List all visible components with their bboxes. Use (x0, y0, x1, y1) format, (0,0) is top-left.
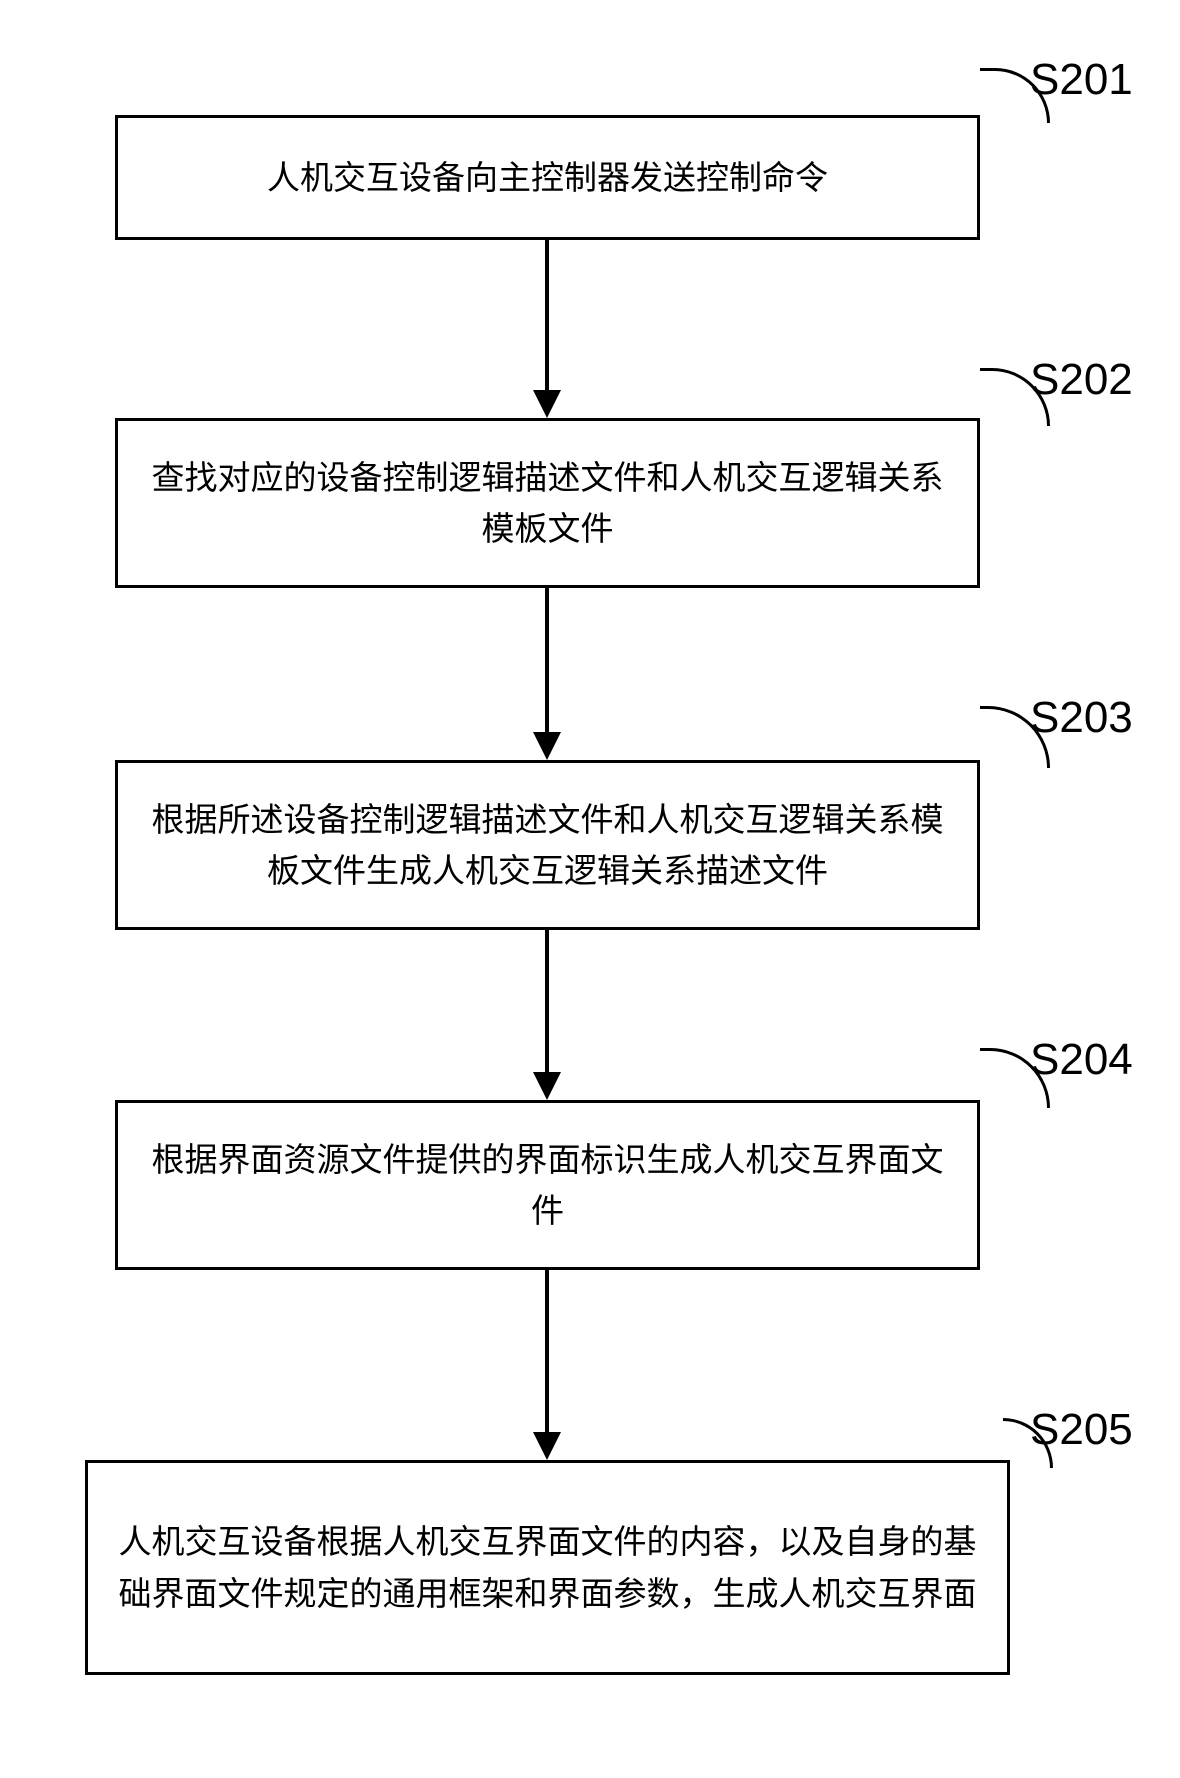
edge-s203-s204 (545, 930, 549, 1075)
step-s202: 查找对应的设备控制逻辑描述文件和人机交互逻辑关系模板文件 (115, 418, 980, 588)
arrowhead-s204-s205 (533, 1432, 561, 1460)
edge-s201-s202 (545, 240, 549, 393)
arrowhead-s203-s204 (533, 1072, 561, 1100)
edge-s204-s205 (545, 1270, 549, 1435)
step-s205: 人机交互设备根据人机交互界面文件的内容，以及自身的基础界面文件规定的通用框架和界… (85, 1460, 1010, 1675)
step-label-s202: S202 (1030, 355, 1133, 405)
step-s204: 根据界面资源文件提供的界面标识生成人机交互界面文件 (115, 1100, 980, 1270)
step-s201: 人机交互设备向主控制器发送控制命令 (115, 115, 980, 240)
step-text: 根据所述设备控制逻辑描述文件和人机交互逻辑关系模板文件生成人机交互逻辑关系描述文… (148, 794, 947, 896)
flowchart-canvas: 人机交互设备向主控制器发送控制命令 S201 查找对应的设备控制逻辑描述文件和人… (0, 0, 1180, 1778)
step-s203: 根据所述设备控制逻辑描述文件和人机交互逻辑关系模板文件生成人机交互逻辑关系描述文… (115, 760, 980, 930)
step-label-s204: S204 (1030, 1035, 1133, 1085)
edge-s202-s203 (545, 588, 549, 735)
step-text: 根据界面资源文件提供的界面标识生成人机交互界面文件 (148, 1134, 947, 1236)
step-label-s201: S201 (1030, 55, 1133, 105)
step-text: 人机交互设备根据人机交互界面文件的内容，以及自身的基础界面文件规定的通用框架和界… (118, 1516, 977, 1618)
step-text: 人机交互设备向主控制器发送控制命令 (267, 152, 828, 203)
arrowhead-s201-s202 (533, 390, 561, 418)
step-text: 查找对应的设备控制逻辑描述文件和人机交互逻辑关系模板文件 (148, 452, 947, 554)
arrowhead-s202-s203 (533, 732, 561, 760)
step-label-s203: S203 (1030, 693, 1133, 743)
